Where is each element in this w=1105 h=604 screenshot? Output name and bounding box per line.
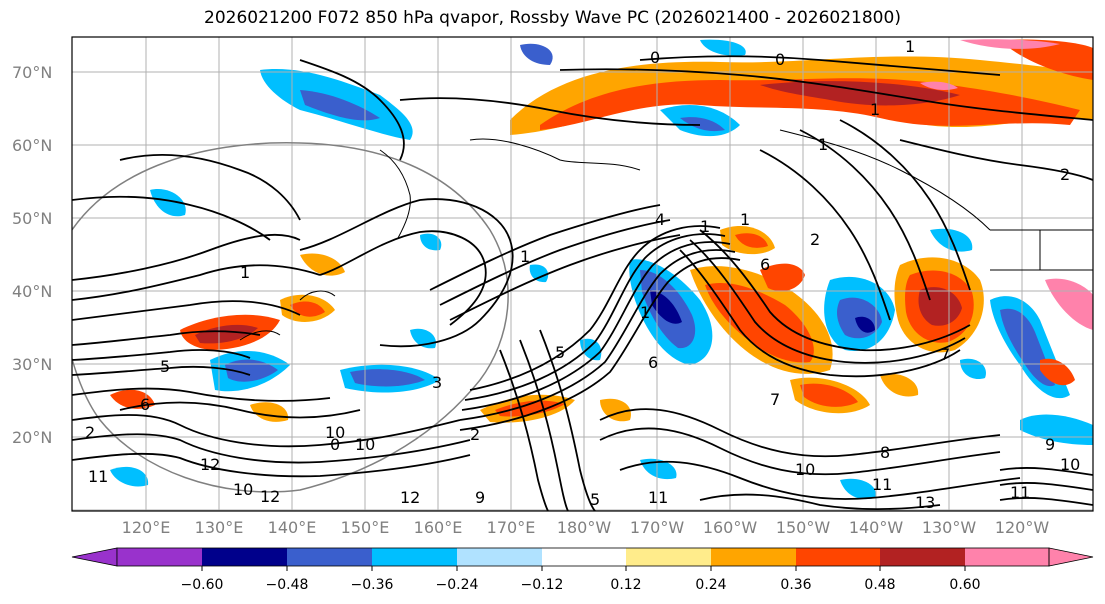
contour-label: 12 [200, 455, 220, 474]
contour-label: 0 [775, 50, 785, 69]
contour-label: 10 [325, 423, 345, 442]
colorbar-segment [711, 548, 796, 566]
contour-label: 1 [905, 37, 915, 56]
colorbar-segment [372, 548, 457, 566]
lon-label: 130°E [195, 518, 244, 537]
colorbar-segment [457, 548, 542, 566]
lon-label: 170°W [630, 518, 685, 537]
colorbar-segment [796, 548, 880, 566]
contour-label: 4 [655, 210, 665, 229]
colorbar-tick-label: 0.24 [695, 577, 726, 593]
contour-label: 9 [475, 488, 485, 507]
colorbar-segment [117, 548, 202, 566]
lon-label: 130°W [922, 518, 977, 537]
contour-label: 1 [870, 100, 880, 119]
lat-label: 70°N [12, 63, 52, 82]
map-title: 2026021200 F072 850 hPa qvapor, Rossby W… [204, 8, 901, 28]
colorbar-tick-label: −0.48 [266, 577, 309, 593]
colorbar-tick-label: 0.60 [949, 577, 980, 593]
lon-label: 120°W [995, 518, 1050, 537]
lat-label: 60°N [12, 136, 52, 155]
colorbar-tick-label: −0.36 [351, 577, 394, 593]
contour-label: 12 [400, 488, 420, 507]
map-panel: 0 0 1 1 2 1 1 2 6 4 1 5 3 0 1 2 1 1 5 6 … [72, 37, 1093, 512]
contour-label: 10 [1060, 455, 1080, 474]
contour-label: 8 [880, 443, 890, 462]
contour-label: 6 [760, 255, 770, 274]
colorbar-segment [965, 548, 1049, 566]
region-circle [72, 142, 509, 493]
colorbar-tick-label: −0.12 [521, 577, 564, 593]
colorbar-segment [202, 548, 287, 566]
lon-label: 180°W [557, 518, 612, 537]
colorbar: −0.60 −0.48 −0.36 −0.24 −0.12 0.12 0.24 … [71, 547, 1094, 593]
contour-label: 11 [88, 467, 108, 486]
colorbar-segment [626, 548, 711, 566]
lat-label: 40°N [12, 282, 52, 301]
lon-label: 120°E [122, 518, 171, 537]
contour-label: 12 [260, 487, 280, 506]
contour-label: 9 [1045, 435, 1055, 454]
lon-label: 160°W [703, 518, 758, 537]
contour-label: 11 [648, 488, 668, 507]
contour-label: 3 [432, 373, 442, 392]
contour-label: 1 [240, 263, 250, 282]
contour-label: 6 [648, 353, 658, 372]
contour-label: 1 [740, 210, 750, 229]
lon-label: 170°E [487, 518, 536, 537]
contour-label: 7 [940, 345, 950, 364]
colorbar-segment [880, 548, 965, 566]
contour-label: 11 [1010, 483, 1030, 502]
contour-label: 5 [555, 343, 565, 362]
contour-label: 11 [872, 475, 892, 494]
map-frame [71, 36, 1094, 512]
lon-label: 140°W [849, 518, 904, 537]
colorbar-segment [542, 548, 626, 566]
colorbar-extend-low [71, 547, 118, 567]
contour-label: 10 [795, 460, 815, 479]
contour-label: 1 [520, 247, 530, 266]
contour-label: 13 [915, 493, 935, 512]
contour-label: 0 [650, 48, 660, 67]
contour-label: 2 [85, 423, 95, 442]
contour-lines [72, 55, 1093, 511]
longitude-labels: 120°E 130°E 140°E 150°E 160°E 170°E 180°… [122, 518, 1050, 537]
latitude-labels: 70°N 60°N 50°N 40°N 30°N 20°N [12, 63, 52, 447]
colorbar-ticks [201, 566, 966, 571]
contour-label: 10 [355, 435, 375, 454]
colorbar-tick-label: 0.36 [780, 577, 811, 593]
lat-label: 30°N [12, 355, 52, 374]
contour-label: 7 [770, 390, 780, 409]
contour-label: 5 [160, 357, 170, 376]
colorbar-tick-label: 0.48 [864, 577, 895, 593]
colorbar-extend-high [1048, 547, 1094, 567]
lon-label: 160°E [414, 518, 463, 537]
contour-label: 2 [1060, 165, 1070, 184]
contour-label: 2 [470, 425, 480, 444]
colorbar-segment [287, 548, 372, 566]
colorbar-tick-label: 0.12 [610, 577, 641, 593]
contour-labels: 0 0 1 1 2 1 1 2 6 4 1 5 3 0 1 2 1 1 5 6 … [85, 37, 1080, 512]
contour-label: 0 [330, 435, 340, 454]
contour-label: 10 [233, 480, 253, 499]
contour-label: 2 [810, 230, 820, 249]
colorbar-tick-label: −0.24 [436, 577, 479, 593]
lon-label: 150°E [341, 518, 390, 537]
lon-label: 140°E [268, 518, 317, 537]
colorbar-tick-label: −0.60 [181, 577, 224, 593]
contour-label: 5 [590, 490, 600, 509]
contour-label: 1 [818, 135, 828, 154]
contour-label: 1 [700, 217, 710, 236]
contour-label: 6 [140, 395, 150, 414]
lat-label: 20°N [12, 428, 52, 447]
lat-label: 50°N [12, 209, 52, 228]
lon-label: 150°W [776, 518, 831, 537]
colorbar-frame [116, 547, 1050, 567]
contour-label: 1 [640, 303, 650, 322]
